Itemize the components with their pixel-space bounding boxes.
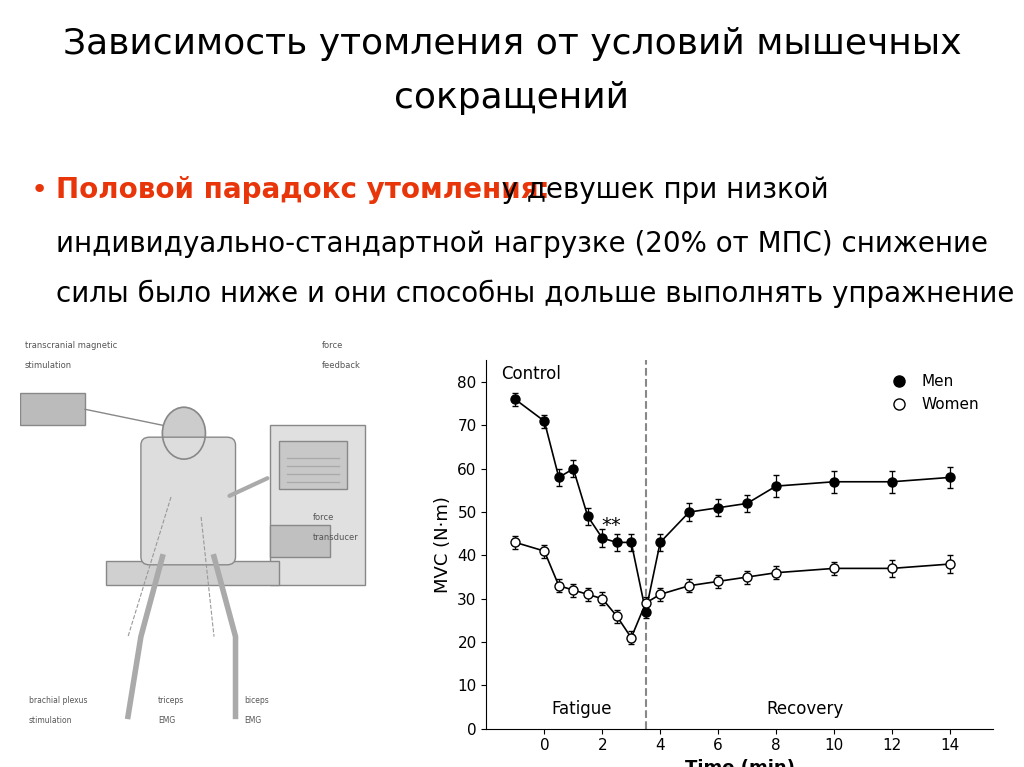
Text: triceps: triceps bbox=[158, 696, 184, 706]
Bar bbox=[20, 393, 85, 425]
Text: Recovery: Recovery bbox=[766, 700, 844, 718]
Text: stimulation: stimulation bbox=[25, 361, 72, 370]
Text: Fatigue: Fatigue bbox=[552, 700, 612, 718]
Text: силы было ниже и они способны дольше выполнять упражнение: силы было ниже и они способны дольше вып… bbox=[56, 280, 1015, 308]
Text: у девушек при низкой: у девушек при низкой bbox=[466, 176, 828, 205]
Text: force: force bbox=[313, 513, 334, 522]
Text: feedback: feedback bbox=[322, 361, 360, 370]
Bar bbox=[279, 441, 347, 489]
Legend: Men, Women: Men, Women bbox=[878, 368, 986, 418]
Y-axis label: MVC (N·m): MVC (N·m) bbox=[434, 496, 452, 593]
Text: индивидуально-стандартной нагрузке (20% от МПС) снижение: индивидуально-стандартной нагрузке (20% … bbox=[56, 230, 988, 258]
Text: Половой парадокс утомления:: Половой парадокс утомления: bbox=[56, 176, 550, 205]
Text: stimulation: stimulation bbox=[29, 716, 73, 726]
FancyBboxPatch shape bbox=[141, 437, 236, 565]
Text: **: ** bbox=[601, 516, 621, 535]
X-axis label: Time (min): Time (min) bbox=[685, 759, 795, 767]
Text: Зависимость утомления от условий мышечных: Зависимость утомления от условий мышечны… bbox=[62, 27, 962, 61]
Text: EMG: EMG bbox=[244, 716, 261, 726]
Bar bbox=[270, 425, 365, 584]
Text: •: • bbox=[31, 176, 48, 205]
Text: Control: Control bbox=[501, 365, 561, 383]
Text: force: force bbox=[322, 341, 343, 351]
FancyArrowPatch shape bbox=[229, 479, 267, 495]
Ellipse shape bbox=[163, 407, 206, 459]
Text: brachial plexus: brachial plexus bbox=[29, 696, 88, 706]
Text: сокращений: сокращений bbox=[394, 81, 630, 114]
Text: transcranial magnetic: transcranial magnetic bbox=[25, 341, 117, 351]
Text: biceps: biceps bbox=[244, 696, 269, 706]
Bar bbox=[106, 561, 279, 584]
Bar bbox=[270, 525, 330, 557]
Text: transducer: transducer bbox=[313, 533, 358, 542]
Text: EMG: EMG bbox=[158, 716, 175, 726]
